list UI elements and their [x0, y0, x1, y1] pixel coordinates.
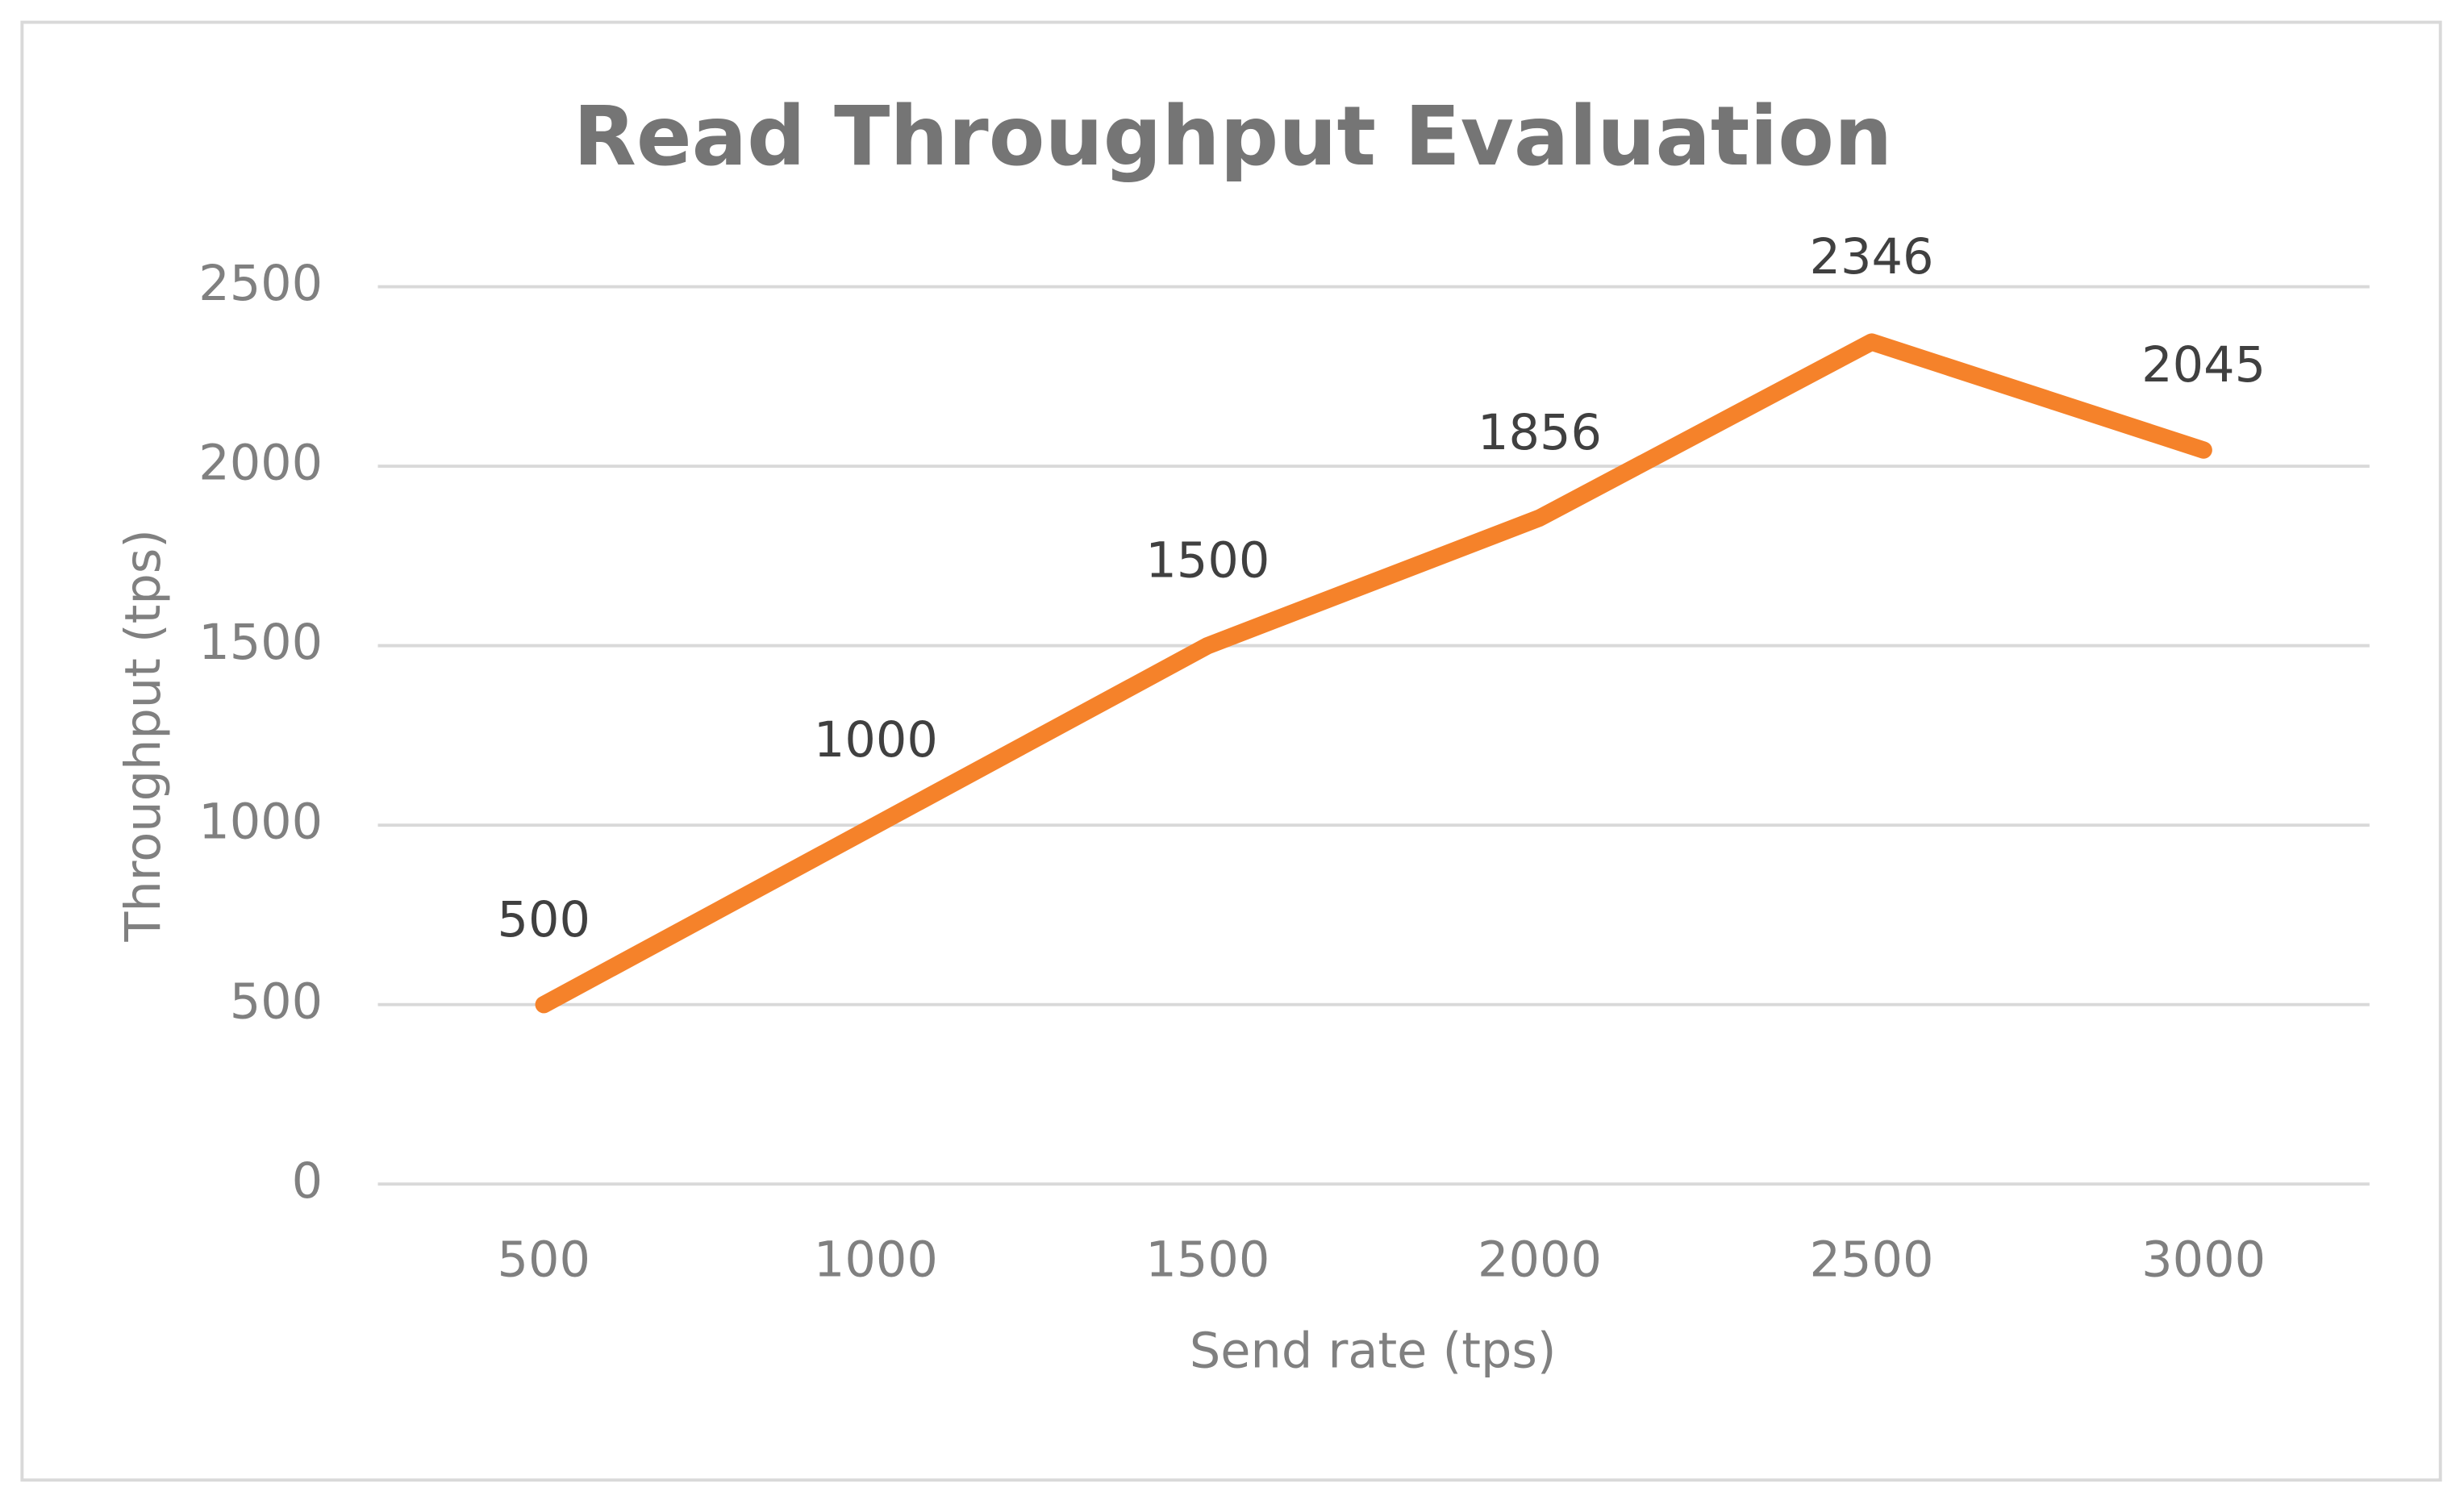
y-tick-label: 2000: [198, 435, 323, 492]
y-tick-label: 1500: [198, 615, 323, 671]
data-label: 1000: [814, 712, 938, 769]
x-tick-label: 500: [498, 1231, 590, 1288]
data-label: 500: [498, 892, 590, 948]
y-tick-label: 0: [292, 1153, 323, 1210]
y-tick-label: 2500: [198, 256, 323, 312]
y-tick-label: 1000: [198, 794, 323, 851]
data-label: 2045: [2141, 337, 2266, 394]
x-tick-label: 1500: [1145, 1231, 1270, 1288]
x-axis-title: Send rate (tps): [1190, 1323, 1557, 1380]
x-tick-label: 3000: [2141, 1231, 2266, 1288]
data-label: 1856: [1478, 405, 1602, 461]
y-tick-label: 500: [230, 973, 323, 1030]
chart-title: Read Throughput Evaluation: [573, 89, 1893, 184]
data-label: 2346: [1810, 229, 1934, 285]
chart-frame: [20, 20, 2442, 1482]
x-tick-label: 2500: [1810, 1231, 1934, 1288]
y-axis-title: Throughput (tps): [115, 529, 172, 943]
data-line: [535, 333, 2212, 1014]
x-tick-label: 1000: [814, 1231, 938, 1288]
data-label: 1500: [1145, 533, 1270, 590]
x-tick-label: 2000: [1478, 1231, 1602, 1288]
